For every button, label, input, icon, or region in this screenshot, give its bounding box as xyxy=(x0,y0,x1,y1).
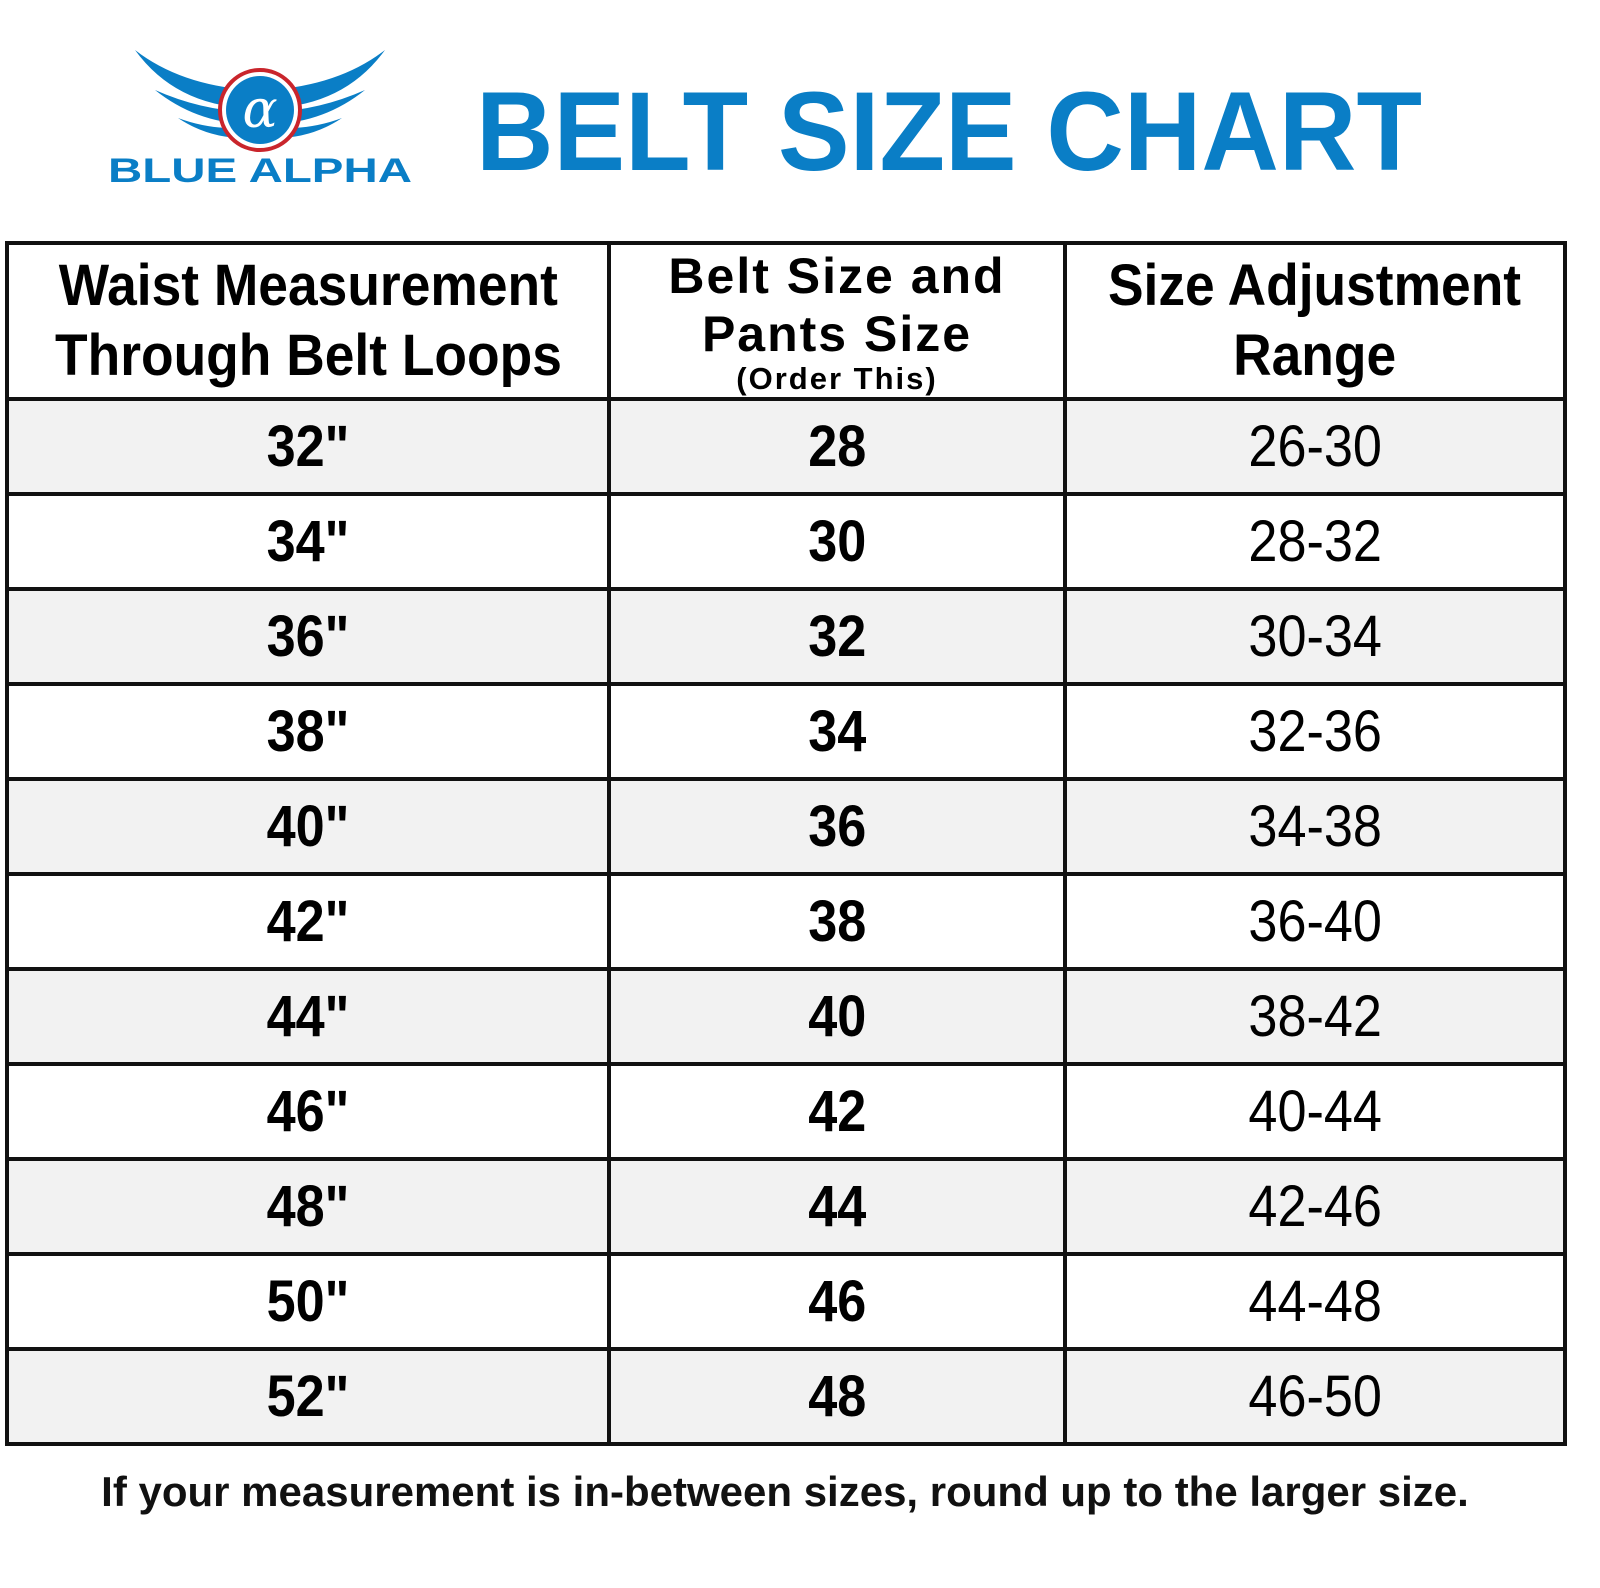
table-row: 42" 38 36-40 xyxy=(5,872,1567,971)
range-cell: 46-50 xyxy=(1063,1347,1567,1446)
waist-cell-text: 32" xyxy=(266,414,350,479)
belt-size-cell-text: 38 xyxy=(807,889,867,954)
belt-size-cell-text: 44 xyxy=(807,1174,867,1239)
logo-alpha-symbol: α xyxy=(242,80,277,140)
waist-cell: 34" xyxy=(5,492,611,591)
order-this-note: (Order This) xyxy=(736,361,938,396)
waist-cell-text: 36" xyxy=(266,604,350,669)
table-row: 50" 46 44-48 xyxy=(5,1252,1567,1351)
range-cell: 32-36 xyxy=(1063,682,1567,781)
waist-cell: 42" xyxy=(5,872,611,971)
belt-size-cell: 42 xyxy=(607,1062,1067,1161)
range-cell: 40-44 xyxy=(1063,1062,1567,1161)
range-cell-text: 44-48 xyxy=(1248,1269,1382,1334)
belt-size-cell: 30 xyxy=(607,492,1067,591)
waist-cell: 44" xyxy=(5,967,611,1066)
belt-size-cell: 48 xyxy=(607,1347,1067,1446)
table-row: 34" 30 28-32 xyxy=(5,492,1567,591)
range-cell: 34-38 xyxy=(1063,777,1567,876)
sizing-note: If your measurement is in-between sizes,… xyxy=(101,1468,1469,1515)
belt-size-cell-text: 36 xyxy=(807,794,867,859)
waist-cell-text: 46" xyxy=(266,1079,350,1144)
table-row: 36" 32 30-34 xyxy=(5,587,1567,686)
table-row: 52" 48 46-50 xyxy=(5,1347,1567,1446)
range-cell-text: 32-36 xyxy=(1248,699,1382,764)
header-adjustment-range: Size Adjustment Range xyxy=(1063,241,1567,401)
belt-size-cell-text: 32 xyxy=(807,604,867,669)
waist-cell-text: 48" xyxy=(266,1174,350,1239)
range-cell: 30-34 xyxy=(1063,587,1567,686)
logo-brand-text: BLUE ALPHA xyxy=(108,152,412,190)
range-cell-text: 46-50 xyxy=(1248,1364,1382,1429)
table-row: 46" 42 40-44 xyxy=(5,1062,1567,1161)
belt-size-cell-text: 48 xyxy=(807,1364,867,1429)
header-belt-size: Belt Size and Pants Size (Order This) xyxy=(607,241,1067,401)
belt-size-table: Waist Measurement Through Belt Loops Belt… xyxy=(5,241,1567,1446)
waist-cell: 38" xyxy=(5,682,611,781)
waist-cell-text: 52" xyxy=(266,1364,350,1429)
belt-size-cell: 38 xyxy=(607,872,1067,971)
waist-cell-text: 34" xyxy=(266,509,350,574)
belt-size-cell: 36 xyxy=(607,777,1067,876)
range-cell-text: 26-30 xyxy=(1248,414,1382,479)
waist-cell-text: 42" xyxy=(266,889,350,954)
belt-size-cell: 46 xyxy=(607,1252,1067,1351)
range-cell-text: 40-44 xyxy=(1248,1079,1382,1144)
range-cell-text: 42-46 xyxy=(1248,1174,1382,1239)
belt-size-cell-text: 30 xyxy=(807,509,867,574)
range-cell: 28-32 xyxy=(1063,492,1567,591)
belt-size-cell-text: 28 xyxy=(807,414,867,479)
range-cell: 44-48 xyxy=(1063,1252,1567,1351)
header-waist: Waist Measurement Through Belt Loops xyxy=(5,241,611,401)
waist-cell-text: 50" xyxy=(266,1269,350,1334)
page-title: BELT SIZE CHART xyxy=(476,80,1422,180)
range-cell-text: 30-34 xyxy=(1248,604,1382,669)
range-cell: 26-30 xyxy=(1063,397,1567,496)
waist-cell: 40" xyxy=(5,777,611,876)
table-row: 48" 44 42-46 xyxy=(5,1157,1567,1256)
table-row: 32" 28 26-30 xyxy=(5,397,1567,496)
waist-cell-text: 44" xyxy=(266,984,350,1049)
waist-cell: 36" xyxy=(5,587,611,686)
belt-size-cell-text: 40 xyxy=(807,984,867,1049)
waist-cell-text: 38" xyxy=(266,699,350,764)
belt-size-cell: 32 xyxy=(607,587,1067,686)
range-cell-text: 34-38 xyxy=(1248,794,1382,859)
blue-alpha-logo: α BLUE ALPHA xyxy=(108,50,412,190)
belt-size-cell: 34 xyxy=(607,682,1067,781)
range-cell-text: 28-32 xyxy=(1248,509,1382,574)
belt-size-cell-text: 34 xyxy=(807,699,867,764)
belt-size-cell: 40 xyxy=(607,967,1067,1066)
table-row: 38" 34 32-36 xyxy=(5,682,1567,781)
waist-cell: 50" xyxy=(5,1252,611,1351)
range-cell-text: 38-42 xyxy=(1248,984,1382,1049)
waist-cell: 46" xyxy=(5,1062,611,1161)
range-cell: 42-46 xyxy=(1063,1157,1567,1256)
waist-cell-text: 40" xyxy=(266,794,350,859)
belt-size-cell-text: 42 xyxy=(807,1079,867,1144)
belt-size-cell: 28 xyxy=(607,397,1067,496)
waist-cell: 32" xyxy=(5,397,611,496)
range-cell: 36-40 xyxy=(1063,872,1567,971)
waist-cell: 52" xyxy=(5,1347,611,1446)
title-text: BELT SIZE CHART xyxy=(476,80,1422,180)
waist-cell: 48" xyxy=(5,1157,611,1256)
table-row: 40" 36 34-38 xyxy=(5,777,1567,876)
belt-size-cell: 44 xyxy=(607,1157,1067,1256)
table-row: 44" 40 38-42 xyxy=(5,967,1567,1066)
range-cell: 38-42 xyxy=(1063,967,1567,1066)
range-cell-text: 36-40 xyxy=(1248,889,1382,954)
belt-size-cell-text: 46 xyxy=(807,1269,867,1334)
header-row: Waist Measurement Through Belt Loops Belt… xyxy=(5,241,1567,401)
